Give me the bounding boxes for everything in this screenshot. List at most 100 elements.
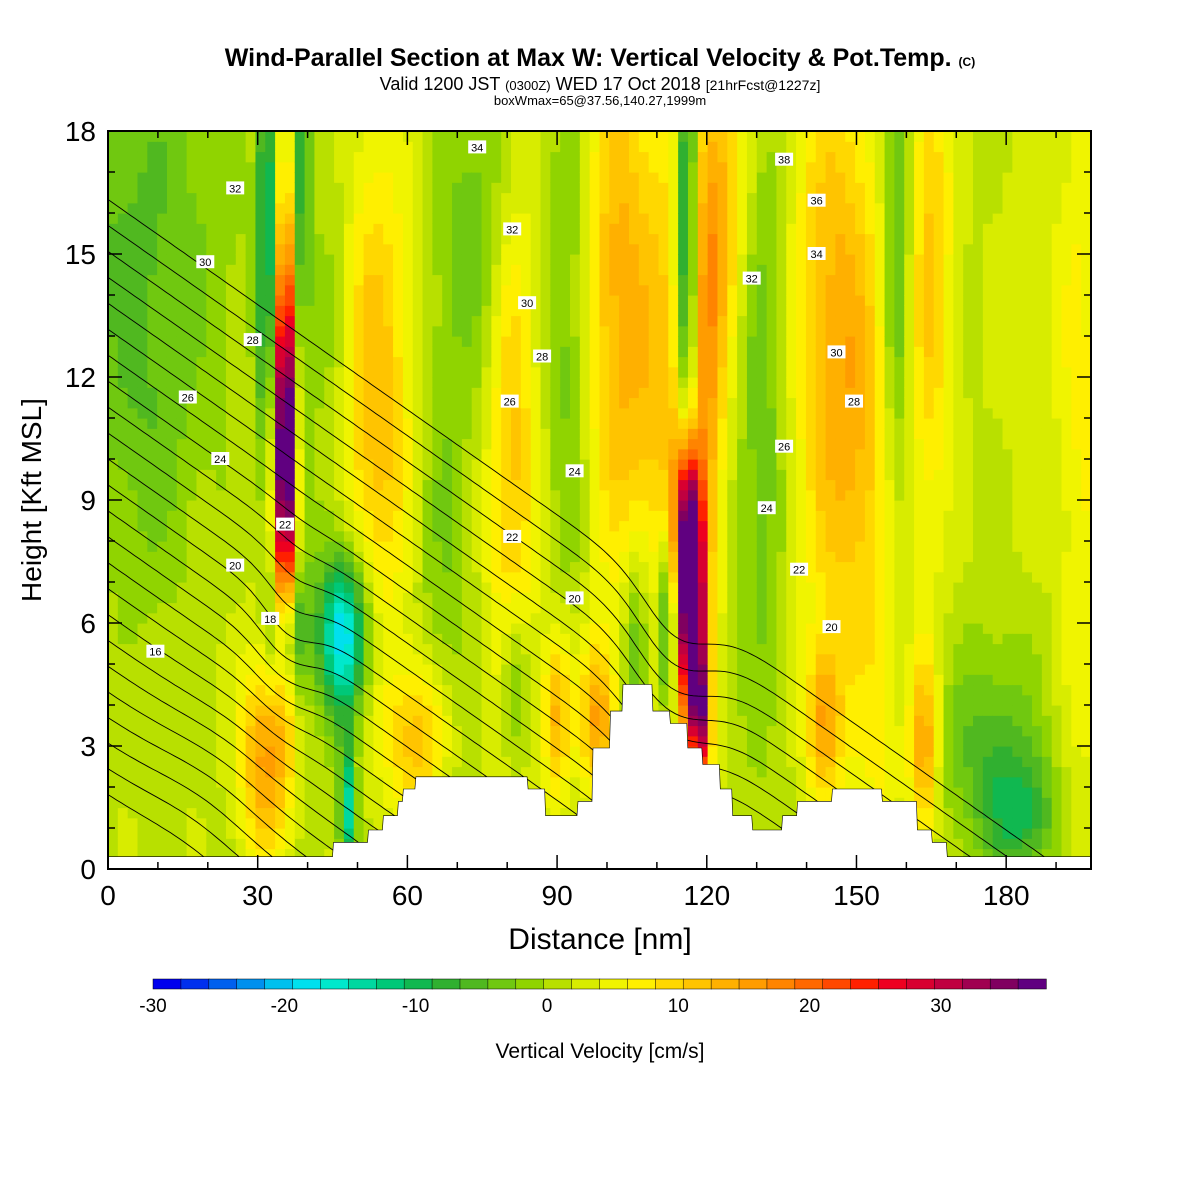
w-cell [265,131,276,142]
w-cell [570,151,581,163]
w-cell [393,469,404,481]
w-cell [579,356,591,368]
w-cell [343,623,355,634]
w-cell [520,551,532,563]
w-cell [216,664,227,675]
w-cell [166,664,178,675]
w-cell [530,233,542,245]
w-cell [540,254,551,265]
w-cell [324,551,335,563]
w-cell [334,151,345,163]
w-cell [294,828,306,839]
w-cell [491,500,502,511]
w-cell [520,582,532,593]
w-cell [776,161,787,173]
w-cell [225,418,237,429]
w-cell [678,397,689,409]
w-cell [422,653,433,665]
w-cell [422,407,433,419]
w-cell [304,325,316,337]
w-cell [284,633,296,645]
w-cell [393,346,404,358]
w-cell [452,623,463,634]
w-cell [324,797,335,809]
w-cell [127,500,139,511]
w-cell [137,192,148,204]
w-cell [668,479,679,491]
w-cell [599,479,610,491]
w-cell [373,202,384,214]
w-cell [353,274,365,286]
w-cell [383,776,394,788]
w-cell [206,161,217,173]
w-cell [570,479,581,491]
w-cell [471,315,483,327]
w-cell [196,653,207,665]
w-cell [432,131,443,142]
w-cell [442,305,453,317]
w-cell [275,776,286,788]
w-cell [511,315,522,327]
w-cell [294,489,306,501]
w-cell [727,182,738,194]
w-cell [658,530,669,542]
w-cell [471,664,483,675]
w-cell [393,776,404,788]
w-cell [235,807,247,819]
w-cell [599,315,610,327]
w-cell [255,735,266,747]
w-cell [766,756,778,768]
w-cell [668,274,679,286]
w-cell [746,746,758,757]
w-cell [383,623,394,634]
w-cell [137,172,148,183]
w-cell [501,377,512,388]
w-cell [540,746,551,757]
w-cell [255,131,266,142]
w-cell [766,602,778,614]
w-cell [117,336,129,347]
w-cell [746,756,758,768]
w-cell [776,633,787,645]
w-cell [353,213,365,224]
w-cell [186,459,198,470]
w-cell [648,141,660,153]
w-cell [687,705,699,716]
w-cell [245,131,257,142]
w-cell [452,305,463,317]
w-cell [579,520,591,532]
w-cell [638,407,650,419]
w-cell [127,664,139,675]
w-cell [628,346,640,358]
w-cell [235,438,247,450]
w-cell [766,520,778,532]
w-cell [550,346,561,358]
w-cell [501,387,512,399]
w-cell [442,571,453,583]
w-cell [599,530,610,542]
w-cell [265,623,276,634]
w-cell [176,325,188,337]
w-cell [746,366,758,378]
w-cell [157,448,168,460]
w-cell [245,387,257,399]
w-cell [324,541,335,552]
w-cell [343,633,355,645]
w-cell [511,233,522,245]
w-cell [353,602,365,614]
w-cell [108,428,119,440]
w-cell [776,325,787,337]
w-cell [206,776,217,788]
w-cell [432,479,443,491]
w-cell [186,479,198,491]
w-cell [579,192,591,204]
w-cell [648,161,660,173]
w-cell [461,612,473,624]
w-cell [687,192,699,204]
w-cell [432,438,443,450]
w-cell [147,141,158,153]
w-cell [442,561,453,573]
w-cell [284,356,296,368]
w-cell [216,571,227,583]
w-cell [609,407,620,419]
